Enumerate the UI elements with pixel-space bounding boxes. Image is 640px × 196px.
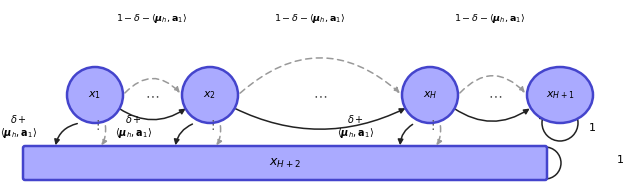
Text: $x_H$: $x_H$ [423,89,437,101]
Text: $1 - \delta - \langle \boldsymbol{\mu}_h, \mathbf{a}_1 \rangle$: $1 - \delta - \langle \boldsymbol{\mu}_h… [454,12,525,25]
Text: 1: 1 [616,155,623,165]
Text: $\cdots$: $\cdots$ [313,88,327,102]
Text: $\delta+$: $\delta+$ [125,113,141,125]
Text: $\delta+$: $\delta+$ [10,113,26,125]
Text: $1 - \delta - \langle \boldsymbol{\mu}_h, \mathbf{a}_1 \rangle$: $1 - \delta - \langle \boldsymbol{\mu}_h… [116,12,188,25]
Text: $\cdots$: $\cdots$ [145,88,159,102]
Ellipse shape [527,67,593,123]
Text: $\langle \boldsymbol{\mu}_h, \mathbf{a}_1 \rangle$: $\langle \boldsymbol{\mu}_h, \mathbf{a}_… [0,126,36,140]
Text: $x_{H+1}$: $x_{H+1}$ [546,89,574,101]
Ellipse shape [67,67,123,123]
Text: $\langle \boldsymbol{\mu}_h, \mathbf{a}_1 \rangle$: $\langle \boldsymbol{\mu}_h, \mathbf{a}_… [337,126,374,140]
Text: $\cdots$: $\cdots$ [488,88,502,102]
FancyBboxPatch shape [23,146,547,180]
Text: $x_{H+2}$: $x_{H+2}$ [269,156,301,170]
Ellipse shape [402,67,458,123]
Text: $1 - \delta - \langle \boldsymbol{\mu}_h, \mathbf{a}_1 \rangle$: $1 - \delta - \langle \boldsymbol{\mu}_h… [275,12,346,25]
Text: $\vdots$: $\vdots$ [90,118,99,132]
Text: $x_2$: $x_2$ [204,89,216,101]
Ellipse shape [182,67,238,123]
Text: $\vdots$: $\vdots$ [205,118,214,132]
Text: $\langle \boldsymbol{\mu}_h, \mathbf{a}_1 \rangle$: $\langle \boldsymbol{\mu}_h, \mathbf{a}_… [115,126,152,140]
Text: 1: 1 [589,123,595,133]
Text: $\vdots$: $\vdots$ [426,118,435,132]
Text: $\delta+$: $\delta+$ [346,113,364,125]
Text: $x_1$: $x_1$ [88,89,102,101]
